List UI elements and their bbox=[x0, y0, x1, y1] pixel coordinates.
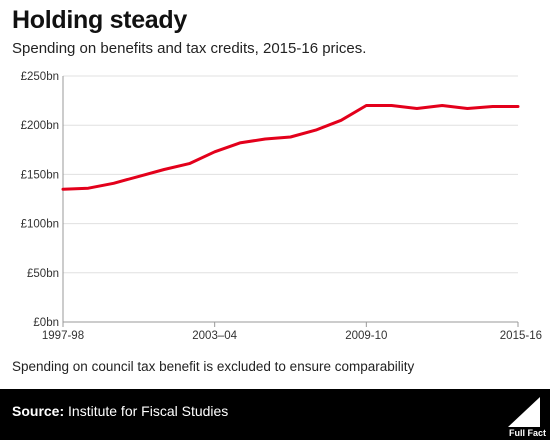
line-chart: £0bn £50bn £100bn £150bn £200bn £250bn 1997-98… bbox=[21, 71, 542, 342]
x-tick-label: 2009-10 bbox=[345, 330, 387, 342]
source-text: Institute for Fiscal Studies bbox=[64, 403, 229, 419]
y-tick-label: £0bn bbox=[33, 317, 59, 329]
y-tick-label: £150bn bbox=[21, 169, 59, 181]
y-tick-label: £100bn bbox=[21, 219, 59, 231]
full-fact-logo-icon bbox=[508, 397, 540, 427]
y-tick-label: £200bn bbox=[21, 120, 59, 132]
chart-title: Holding steady bbox=[12, 6, 187, 34]
y-tick-label: £250bn bbox=[21, 71, 59, 83]
x-tick-label: 1997-98 bbox=[42, 330, 84, 342]
chart-note: Spending on council tax benefit is exclu… bbox=[12, 359, 415, 374]
logo-text: Full Fact bbox=[508, 428, 546, 438]
source-label: Source: bbox=[12, 403, 65, 419]
footer-bar: Source: Institute for Fiscal Studies Ful… bbox=[0, 389, 550, 440]
x-tick-label: 2015-16 bbox=[500, 330, 542, 342]
y-tick-label: £50bn bbox=[27, 268, 59, 280]
chart-subtitle: Spending on benefits and tax credits, 20… bbox=[12, 40, 367, 57]
source-line: Source: Institute for Fiscal Studies bbox=[12, 403, 228, 419]
series-line bbox=[61, 104, 520, 191]
x-tick-label: 2003–04 bbox=[192, 330, 237, 342]
